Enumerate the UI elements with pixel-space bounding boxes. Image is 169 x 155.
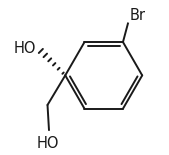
Text: Br: Br: [129, 8, 146, 23]
Text: HO: HO: [36, 136, 59, 151]
Text: HO: HO: [13, 41, 36, 56]
